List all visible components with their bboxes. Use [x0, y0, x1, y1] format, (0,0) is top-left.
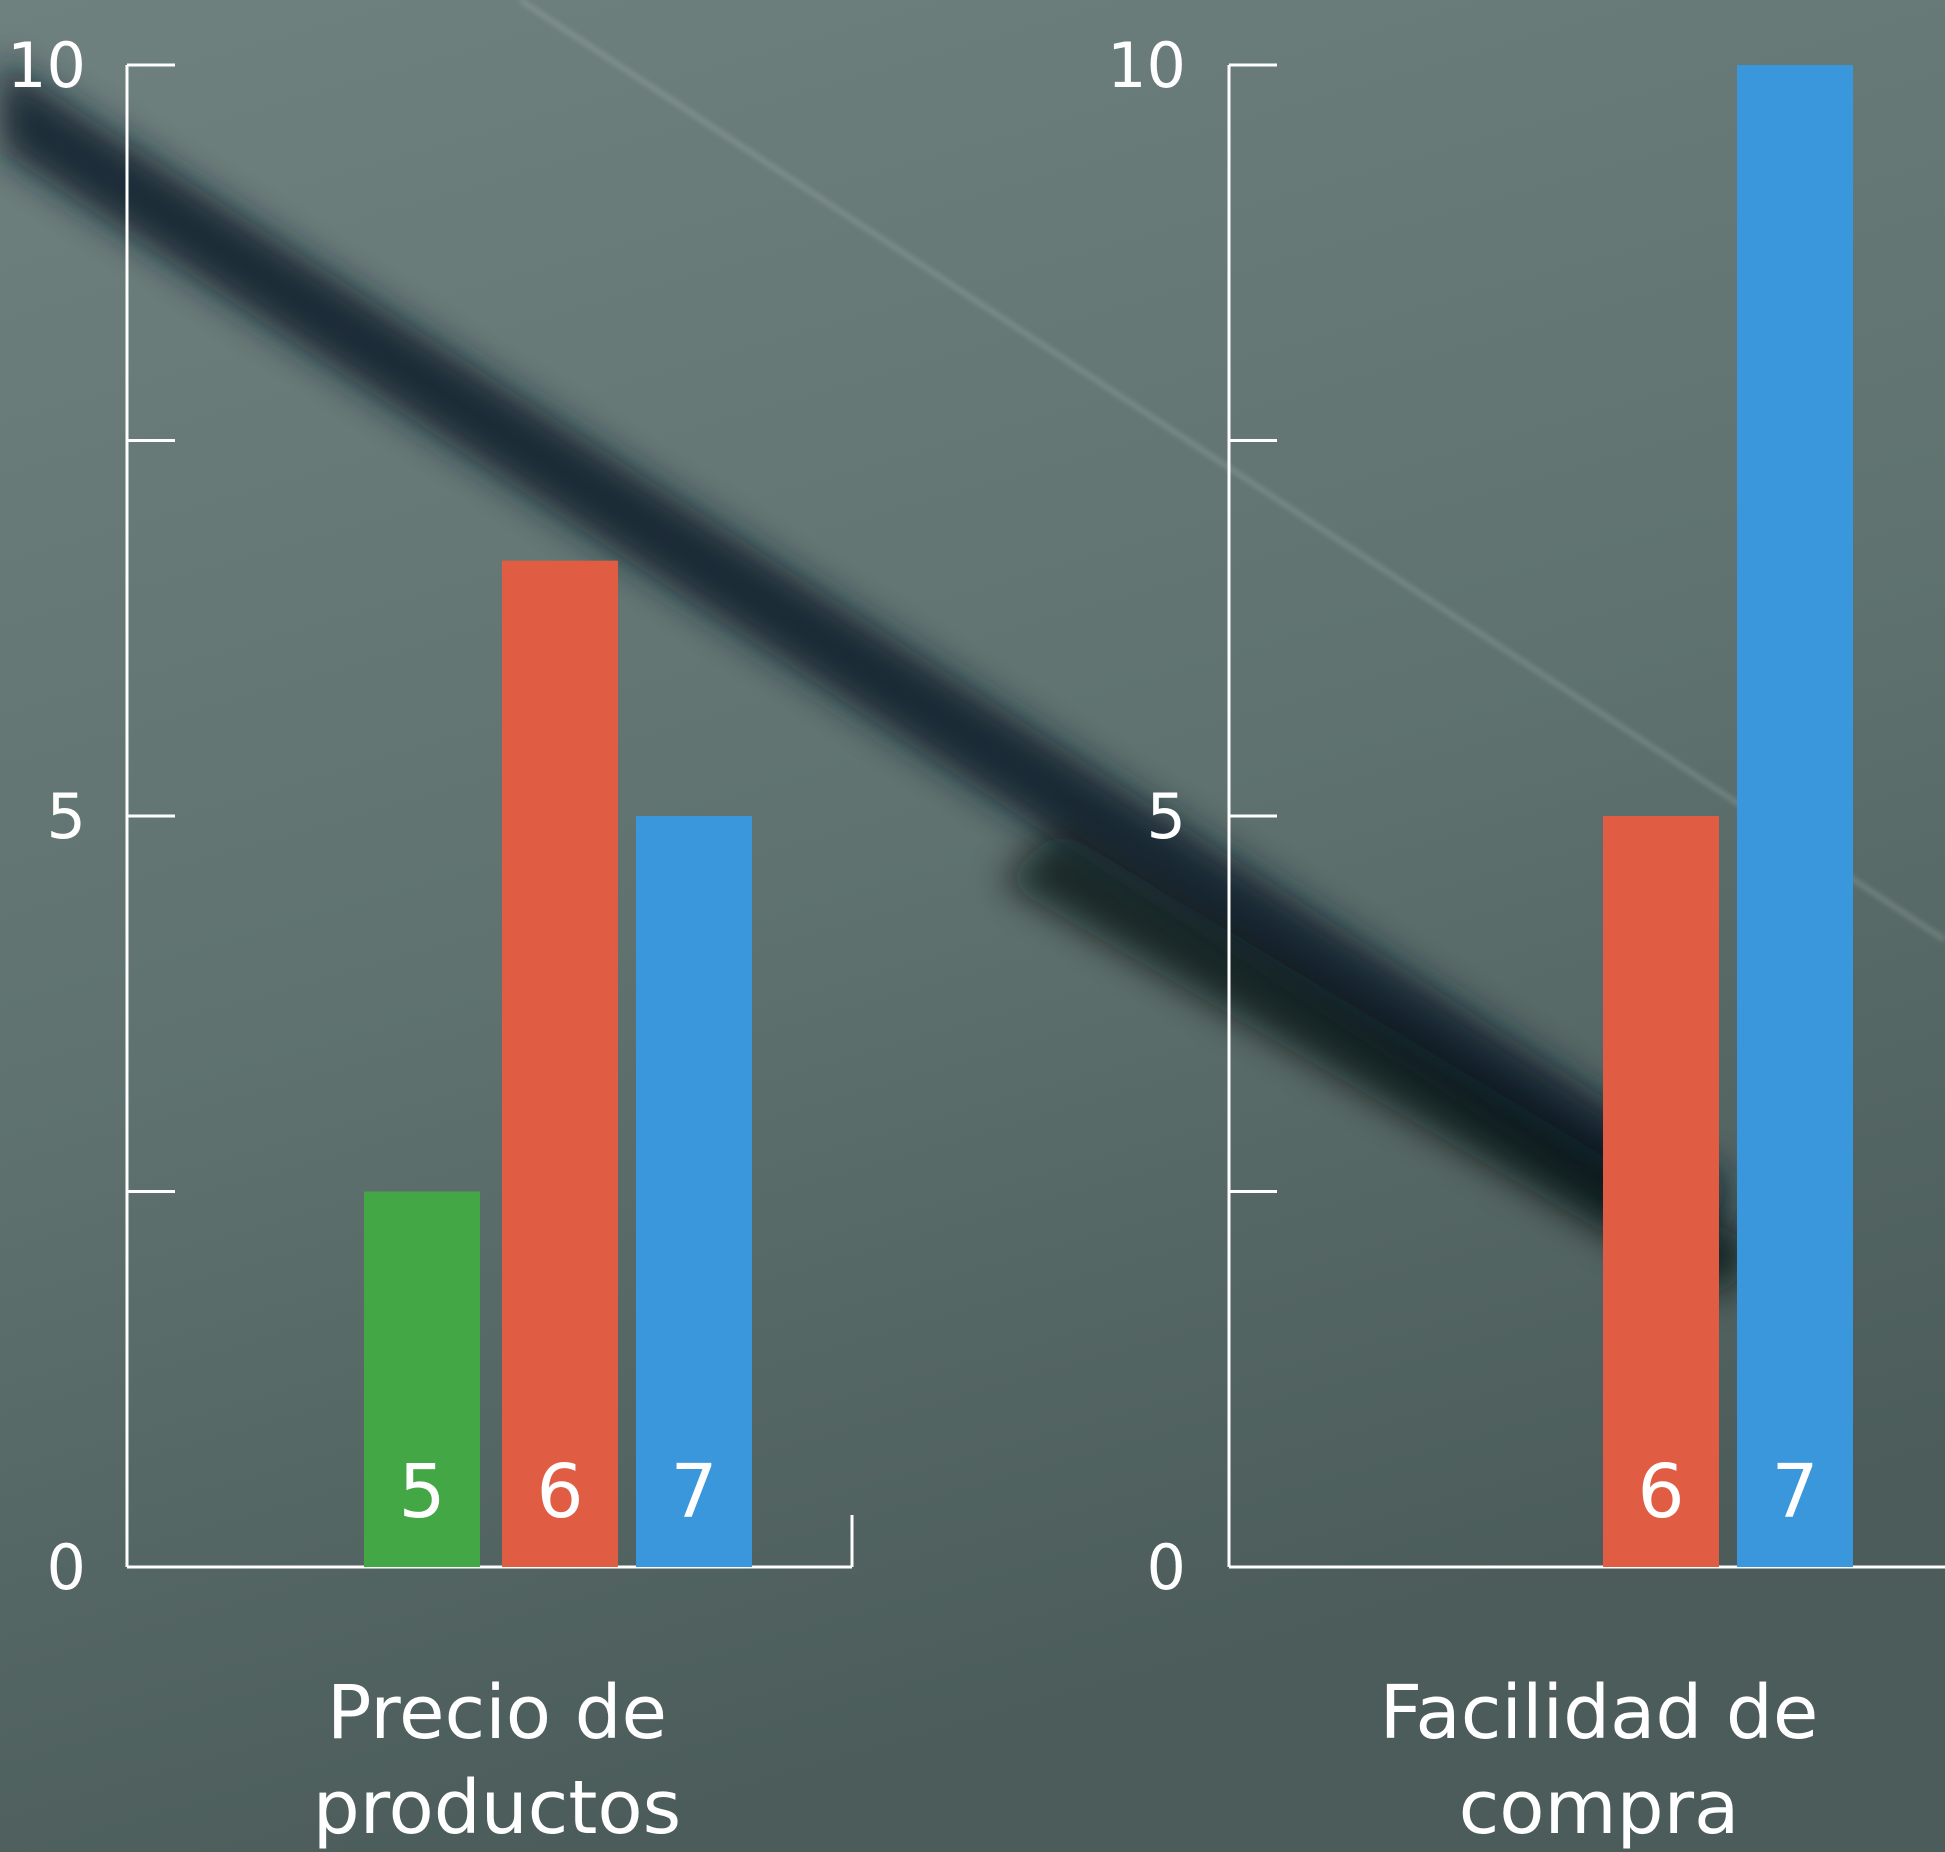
- category-label: productos: [313, 1765, 681, 1851]
- y-tick-label: 10: [7, 29, 86, 102]
- category-label: Precio de: [327, 1670, 667, 1756]
- y-tick-label: 5: [1147, 780, 1186, 853]
- bar: [1737, 65, 1853, 1567]
- bar: [1603, 816, 1719, 1567]
- bar-label: 7: [1771, 1449, 1818, 1535]
- bar: [502, 560, 618, 1567]
- y-tick-label: 10: [1107, 29, 1186, 102]
- y-tick-label: 5: [47, 780, 86, 853]
- bar-label: 5: [398, 1449, 445, 1535]
- category-label: compra: [1459, 1765, 1740, 1851]
- chart-1: 0 5 10 5 6 7 Precio de productos: [7, 29, 854, 1851]
- chart-2: 0 5 10 6 7 Facilidad de compra: [1107, 29, 1945, 1851]
- charts-layer: 0 5 10 5 6 7 Precio de productos 0 5 10 6 7 Facilidad…: [7, 29, 1945, 1851]
- bar-label: 6: [536, 1449, 583, 1535]
- bar: [636, 816, 752, 1567]
- bar: [364, 1191, 480, 1567]
- bar-label: 6: [1637, 1449, 1684, 1535]
- y-tick-label: 0: [47, 1531, 86, 1604]
- bar-label: 7: [670, 1449, 717, 1535]
- y-tick-label: 0: [1147, 1531, 1186, 1604]
- category-label: Facilidad de: [1380, 1670, 1819, 1756]
